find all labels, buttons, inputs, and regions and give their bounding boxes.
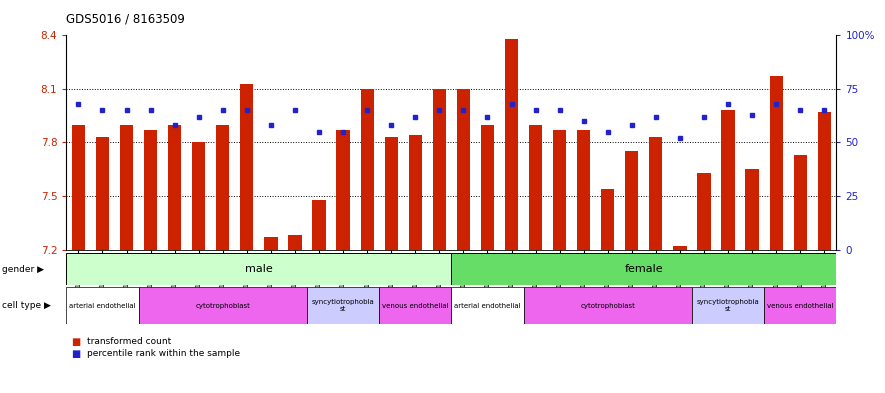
Bar <box>457 89 470 250</box>
Bar <box>409 135 422 250</box>
Bar <box>265 237 278 250</box>
Text: syncytiotrophobla
st: syncytiotrophobla st <box>312 299 374 312</box>
Bar <box>451 253 836 285</box>
Text: cytotrophoblast: cytotrophoblast <box>196 303 250 309</box>
Text: cell type ▶: cell type ▶ <box>2 301 50 310</box>
Bar <box>216 125 229 250</box>
Text: ■: ■ <box>71 337 80 347</box>
Text: cytotrophoblast: cytotrophoblast <box>581 303 635 309</box>
Bar <box>96 137 109 250</box>
Text: venous endothelial: venous endothelial <box>767 303 834 309</box>
Bar <box>451 287 524 324</box>
Bar <box>625 151 638 250</box>
Bar <box>433 89 446 250</box>
Bar <box>336 130 350 250</box>
Bar <box>818 112 831 250</box>
Bar <box>650 137 663 250</box>
Bar <box>529 125 543 250</box>
Text: transformed count: transformed count <box>87 338 171 346</box>
Bar <box>144 130 158 250</box>
Bar <box>72 125 85 250</box>
Bar <box>66 253 451 285</box>
Bar <box>553 130 566 250</box>
Bar <box>601 189 614 250</box>
Text: male: male <box>245 264 273 274</box>
Bar <box>577 130 590 250</box>
Bar <box>697 173 711 250</box>
Bar <box>307 287 379 324</box>
Bar <box>385 137 398 250</box>
Text: syncytiotrophobla
st: syncytiotrophobla st <box>696 299 759 312</box>
Bar <box>692 287 764 324</box>
Bar <box>289 235 302 250</box>
Text: GDS5016 / 8163509: GDS5016 / 8163509 <box>66 13 185 26</box>
Bar <box>379 287 451 324</box>
Bar <box>673 246 687 250</box>
Bar <box>745 169 758 250</box>
Bar <box>119 125 133 250</box>
Bar <box>481 125 494 250</box>
Text: percentile rank within the sample: percentile rank within the sample <box>87 349 240 358</box>
Text: female: female <box>625 264 663 274</box>
Text: venous endothelial: venous endothelial <box>382 303 449 309</box>
Bar <box>524 287 692 324</box>
Bar <box>770 76 783 250</box>
Bar <box>312 200 326 250</box>
Bar <box>794 155 807 250</box>
Text: arterial endothelial: arterial endothelial <box>69 303 135 309</box>
Bar <box>360 89 373 250</box>
Text: arterial endothelial: arterial endothelial <box>454 303 520 309</box>
Bar <box>240 84 253 250</box>
Bar <box>764 287 836 324</box>
Bar <box>66 287 139 324</box>
Text: ■: ■ <box>71 349 80 359</box>
Text: gender ▶: gender ▶ <box>2 265 43 274</box>
Bar <box>168 125 181 250</box>
Bar <box>504 39 518 250</box>
Bar <box>192 143 205 250</box>
Bar <box>139 287 307 324</box>
Bar <box>721 110 735 250</box>
